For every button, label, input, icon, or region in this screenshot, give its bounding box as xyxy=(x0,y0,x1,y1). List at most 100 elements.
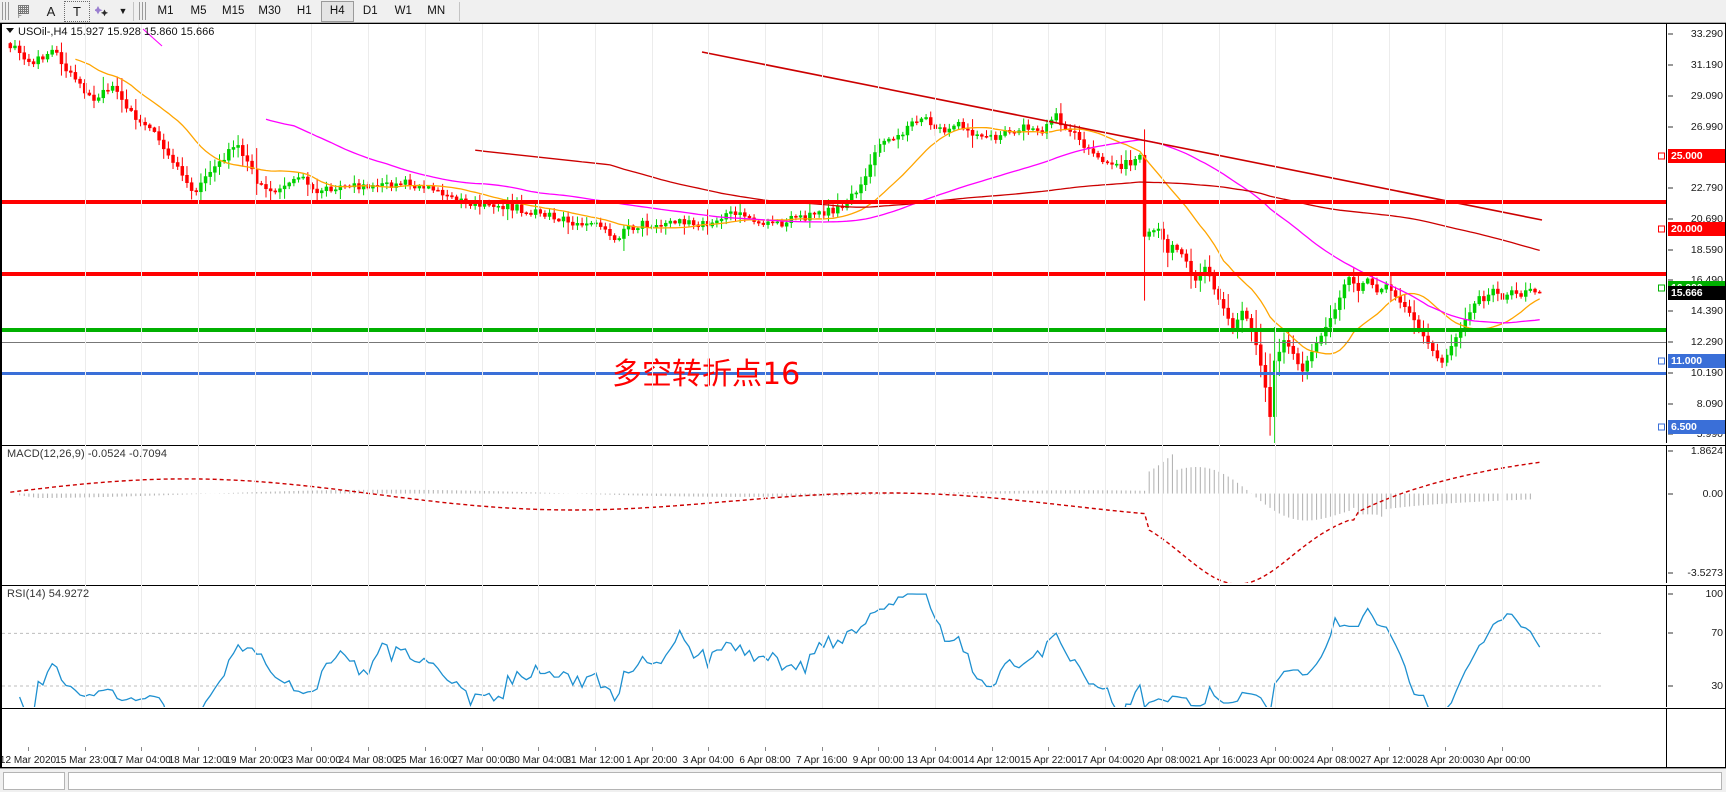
rsi-tick-mark xyxy=(1668,685,1673,687)
main-toolbar: F A T ▼ M1 M5 M15 M30 H1 H4 D1 W1 MN xyxy=(0,0,1726,23)
price-level-badge-resistance[interactable]: 25.000 xyxy=(1668,148,1725,163)
timeframe-button-w1[interactable]: W1 xyxy=(394,5,412,17)
level-handle-support[interactable] xyxy=(1658,423,1665,431)
price-tick-mark xyxy=(1668,403,1673,405)
time-axis-label: 30 Mar 04:00 xyxy=(508,755,568,766)
dropdown-arrow-icon[interactable]: ▼ xyxy=(118,6,128,16)
collapse-caret-icon[interactable] xyxy=(6,28,14,33)
time-tick-mark xyxy=(84,747,86,751)
time-tick-mark xyxy=(538,747,540,751)
time-axis-label: 21 Apr 16:00 xyxy=(1190,755,1247,766)
time-axis-label: 23 Mar 00:00 xyxy=(281,755,341,766)
level-handle-pivot[interactable] xyxy=(1658,284,1665,292)
time-tick-mark xyxy=(935,747,937,751)
timeframe-group: M1 M5 M15 M30 H1 H4 D1 W1 MN xyxy=(149,0,453,22)
status-cell-1[interactable] xyxy=(3,771,65,790)
time-axis-label: 31 Mar 12:00 xyxy=(565,755,625,766)
status-cell-2[interactable] xyxy=(68,771,1722,790)
macd-tick-mark xyxy=(1668,493,1673,495)
timeframe-button-m30[interactable]: M30 xyxy=(258,5,281,17)
time-axis-label: 12 Mar 2020 xyxy=(2,755,57,766)
time-axis-pane[interactable]: 12 Mar 2020 15 Mar 23:00 17 Mar 04:00 18 Ma… xyxy=(2,708,1725,767)
macd-tick-label: 0.00 xyxy=(1702,487,1723,500)
price-level-badge-support[interactable]: 11.000 xyxy=(1668,353,1725,368)
macd-plot-area[interactable]: MACD(12,26,9) -0.0524 -0.7094 xyxy=(2,446,1667,583)
time-axis-label: 23 Apr 00:00 xyxy=(1246,755,1304,766)
time-tick-mark xyxy=(1218,747,1220,751)
time-axis-label: 25 Mar 16:00 xyxy=(395,755,455,766)
time-axis-area[interactable]: 12 Mar 2020 15 Mar 23:00 17 Mar 04:00 18 Ma… xyxy=(2,709,1667,767)
price-axis[interactable]: 33.290 31.190 29.090 26.990 22.790 20.690 18.5… xyxy=(1667,24,1725,443)
time-tick-mark xyxy=(424,747,426,751)
time-tick-mark xyxy=(765,747,766,751)
toolbar-divider-2 xyxy=(458,1,460,21)
text-tool-icon[interactable]: A xyxy=(46,3,56,19)
timeframe-button-h4[interactable]: H4 xyxy=(320,0,354,22)
timeframe-button-m5[interactable]: M5 xyxy=(190,5,207,17)
time-tick-mark xyxy=(481,747,483,751)
status-bar xyxy=(0,768,1726,792)
time-axis-label: 9 Apr 00:00 xyxy=(852,755,904,766)
rsi-tick-mark xyxy=(1668,632,1673,634)
time-tick-mark xyxy=(1048,747,1050,751)
time-tick-mark xyxy=(821,747,823,751)
price-tick-label: 8.090 xyxy=(1696,397,1723,410)
timeframe-button-d1[interactable]: D1 xyxy=(362,5,378,17)
price-level-badge-resistance[interactable]: 20.000 xyxy=(1668,222,1725,237)
macd-tick-label: 1.8624 xyxy=(1690,445,1723,458)
level-handle-resistance[interactable] xyxy=(1658,152,1665,160)
price-level-badge-support[interactable]: 6.500 xyxy=(1668,419,1725,434)
macd-axis[interactable]: 1.8624 0.00 -3.5273 xyxy=(1667,446,1725,583)
level-handle-resistance[interactable] xyxy=(1658,225,1665,233)
level-line-25[interactable] xyxy=(2,200,1667,204)
crosshair-icon[interactable]: F xyxy=(12,1,38,22)
timeframe-button-m15[interactable]: M15 xyxy=(222,5,245,17)
time-tick-mark xyxy=(1502,747,1503,751)
level-line-11[interactable] xyxy=(2,372,1667,375)
time-tick-mark xyxy=(311,747,313,751)
level-line-20[interactable] xyxy=(2,272,1667,276)
price-tick-mark xyxy=(1668,372,1673,374)
price-tick-label: 18.590 xyxy=(1690,243,1723,256)
timeframe-button-h1[interactable]: H1 xyxy=(296,5,312,17)
time-axis-label: 17 Apr 04:00 xyxy=(1076,755,1134,766)
text-label-icon[interactable]: T xyxy=(64,0,90,22)
rsi-chart-canvas[interactable] xyxy=(2,586,1668,707)
macd-tick-label: -3.5273 xyxy=(1687,567,1723,580)
time-axis-label: 20 Apr 08:00 xyxy=(1133,755,1191,766)
price-tick-mark xyxy=(1668,33,1673,35)
level-handle-support[interactable] xyxy=(1658,357,1665,365)
price-tick-mark xyxy=(1668,310,1673,312)
time-axis-label: 6 Apr 08:00 xyxy=(739,755,791,766)
macd-axis-separator xyxy=(1666,446,1667,583)
time-axis-label: 30 Apr 00:00 xyxy=(1473,755,1531,766)
objects-icon[interactable] xyxy=(90,1,116,22)
price-tick-mark xyxy=(1668,64,1673,66)
price-level-badge-current-price[interactable]: 15.666 xyxy=(1668,285,1725,300)
level-line-16[interactable] xyxy=(2,328,1667,332)
time-axis-labels[interactable]: 12 Mar 2020 15 Mar 23:00 17 Mar 04:00 18 Ma… xyxy=(2,747,1667,767)
timeframe-button-m1[interactable]: M1 xyxy=(157,5,174,17)
price-plot-area[interactable]: USOil-,H4 15.927 15.928 15.860 15.666 多空… xyxy=(2,24,1667,443)
time-tick-mark xyxy=(1161,747,1163,751)
rsi-tick-label: 30 xyxy=(1711,679,1723,692)
price-tick-label: 22.790 xyxy=(1690,182,1723,195)
rsi-plot-area[interactable]: RSI(14) 54.9272 xyxy=(2,586,1667,707)
price-tick-label: 26.990 xyxy=(1690,120,1723,133)
macd-chart-canvas[interactable] xyxy=(2,446,1668,583)
time-axis-label: 24 Apr 08:00 xyxy=(1303,755,1361,766)
price-chart-canvas[interactable] xyxy=(2,24,1668,443)
toolbar-grip-2[interactable] xyxy=(139,2,146,20)
price-tick-label: 12.290 xyxy=(1690,336,1723,349)
toolbar-grip-1[interactable] xyxy=(2,2,9,20)
time-tick-mark xyxy=(708,747,710,751)
price-tick-mark xyxy=(1668,187,1673,189)
price-pane[interactable]: USOil-,H4 15.927 15.928 15.860 15.666 多空… xyxy=(2,24,1725,443)
time-axis-label: 18 Mar 12:00 xyxy=(168,755,228,766)
price-tick-mark xyxy=(1668,249,1673,251)
rsi-pane[interactable]: RSI(14) 54.9272 100 70 30 xyxy=(2,585,1725,707)
macd-pane[interactable]: MACD(12,26,9) -0.0524 -0.7094 1.8624 0.00… xyxy=(2,445,1725,583)
rsi-axis[interactable]: 100 70 30 xyxy=(1667,586,1725,707)
timeframe-button-mn[interactable]: MN xyxy=(427,5,446,17)
time-axis-label: 15 Mar 23:00 xyxy=(55,755,115,766)
